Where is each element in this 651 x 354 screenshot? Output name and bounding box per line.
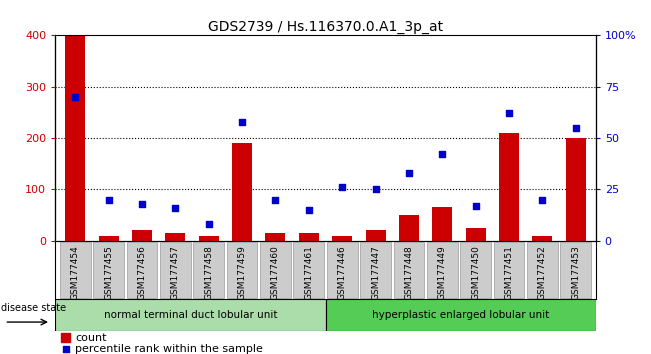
Bar	[326, 299, 596, 331]
Text: GSM177448: GSM177448	[404, 245, 413, 300]
FancyBboxPatch shape	[294, 242, 324, 298]
FancyBboxPatch shape	[60, 242, 90, 298]
Point	[104, 197, 114, 202]
Bar	[61, 333, 70, 342]
Text: GSM177454: GSM177454	[71, 245, 80, 300]
Bar	[499, 133, 519, 241]
Bar	[266, 233, 286, 241]
Bar	[432, 207, 452, 241]
FancyBboxPatch shape	[460, 242, 491, 298]
Point	[404, 170, 414, 176]
Text: normal terminal duct lobular unit: normal terminal duct lobular unit	[104, 310, 277, 320]
Bar	[65, 35, 85, 241]
Bar	[299, 233, 319, 241]
Text: GSM177450: GSM177450	[471, 245, 480, 300]
Text: count: count	[76, 333, 107, 343]
Point	[370, 187, 381, 192]
Bar	[365, 230, 385, 241]
FancyBboxPatch shape	[561, 242, 591, 298]
Bar	[55, 299, 325, 331]
Point	[471, 203, 481, 209]
Bar	[566, 138, 586, 241]
Text: GSM177453: GSM177453	[571, 245, 580, 300]
Text: GSM177447: GSM177447	[371, 245, 380, 300]
FancyBboxPatch shape	[360, 242, 391, 298]
Text: GSM177456: GSM177456	[137, 245, 146, 300]
Bar	[332, 236, 352, 241]
Point	[303, 207, 314, 213]
Point	[137, 201, 147, 207]
Bar	[165, 233, 186, 241]
Bar	[199, 236, 219, 241]
Text: GSM177446: GSM177446	[338, 245, 347, 300]
Text: percentile rank within the sample: percentile rank within the sample	[76, 344, 263, 354]
Point	[237, 119, 247, 125]
Point	[437, 152, 447, 157]
Text: GSM177451: GSM177451	[505, 245, 514, 300]
Point	[504, 110, 514, 116]
Text: GSM177457: GSM177457	[171, 245, 180, 300]
Point	[570, 125, 581, 131]
Point	[270, 197, 281, 202]
Text: GSM177449: GSM177449	[437, 245, 447, 300]
FancyBboxPatch shape	[127, 242, 158, 298]
Text: GSM177459: GSM177459	[238, 245, 247, 300]
Point	[337, 184, 348, 190]
Text: GSM177461: GSM177461	[304, 245, 313, 300]
Text: hyperplastic enlarged lobular unit: hyperplastic enlarged lobular unit	[372, 310, 549, 320]
Text: GSM177458: GSM177458	[204, 245, 214, 300]
FancyBboxPatch shape	[93, 242, 124, 298]
Text: GSM177460: GSM177460	[271, 245, 280, 300]
Bar	[99, 236, 118, 241]
Bar	[465, 228, 486, 241]
Point	[70, 94, 81, 100]
Bar	[533, 236, 552, 241]
FancyBboxPatch shape	[260, 242, 291, 298]
FancyBboxPatch shape	[527, 242, 558, 298]
Text: GSM177455: GSM177455	[104, 245, 113, 300]
Bar	[132, 230, 152, 241]
Bar	[232, 143, 252, 241]
FancyBboxPatch shape	[394, 242, 424, 298]
FancyBboxPatch shape	[193, 242, 224, 298]
Point	[170, 205, 180, 211]
Bar	[399, 215, 419, 241]
Text: disease state: disease state	[1, 303, 66, 313]
Text: GSM177452: GSM177452	[538, 245, 547, 300]
FancyBboxPatch shape	[427, 242, 458, 298]
Point	[537, 197, 547, 202]
Title: GDS2739 / Hs.116370.0.A1_3p_at: GDS2739 / Hs.116370.0.A1_3p_at	[208, 21, 443, 34]
FancyBboxPatch shape	[160, 242, 191, 298]
FancyBboxPatch shape	[327, 242, 357, 298]
Point	[204, 222, 214, 227]
FancyBboxPatch shape	[227, 242, 257, 298]
Point	[61, 346, 71, 352]
FancyBboxPatch shape	[493, 242, 524, 298]
